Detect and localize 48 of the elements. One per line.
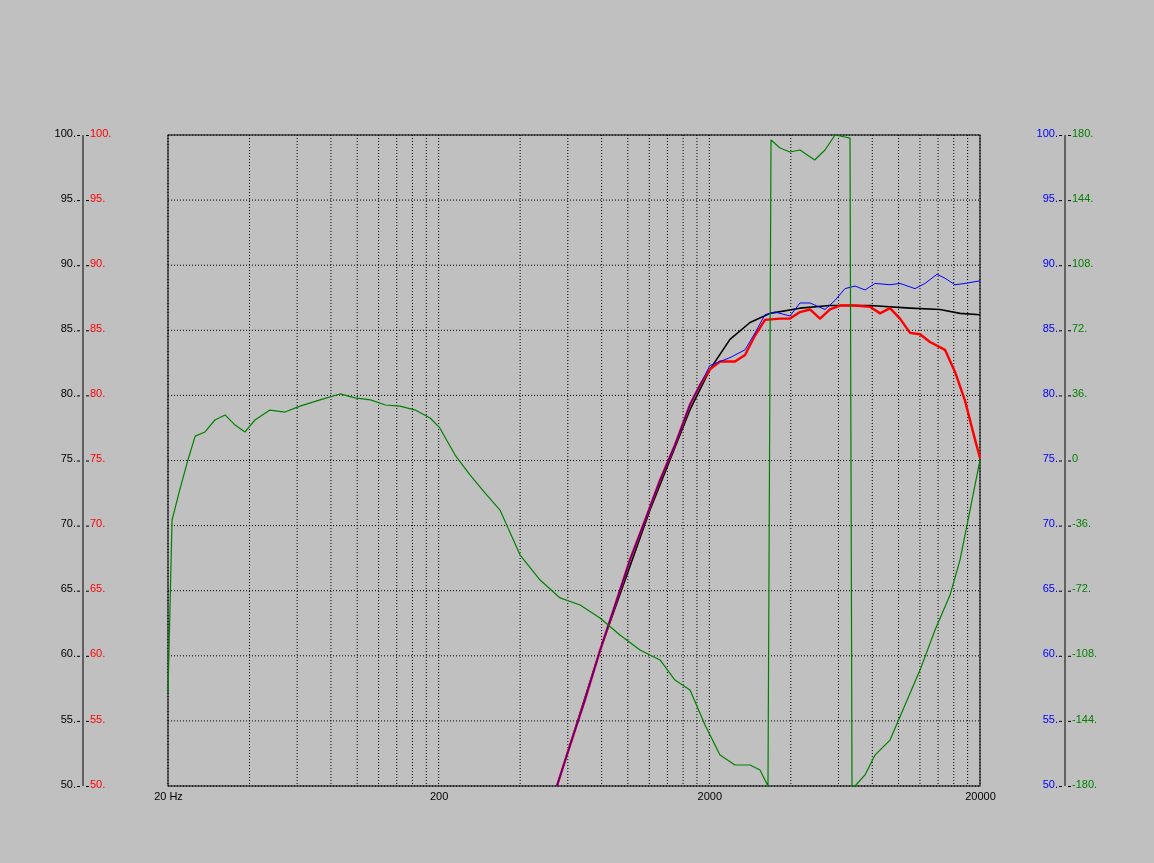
y3-tick-label: 72. [1072, 321, 1088, 334]
y3-tick-label: -36. [1072, 517, 1091, 530]
y2-tick-label: 65. [1042, 582, 1058, 595]
text: 95. [60, 191, 76, 204]
y3-tick-label: -144. [1072, 712, 1098, 725]
text: 85. [60, 321, 76, 334]
y-tick-label: 75. [90, 452, 106, 465]
y3-tick-label: 180. [1072, 126, 1094, 139]
y3-tick-label: -72. [1072, 582, 1091, 595]
y-tick-label: 100. [90, 126, 112, 139]
text: 55. [60, 712, 76, 725]
text: 50. [60, 777, 76, 790]
y-tick-label: 70. [90, 517, 106, 530]
y-tick-label: 55. [90, 712, 106, 725]
text: 90. [60, 256, 76, 269]
y2-tick-label: 55. [1042, 712, 1058, 725]
y2-tick-label: 90. [1042, 256, 1058, 269]
x-tick-label: 200 [429, 789, 449, 802]
y-tick-label: 65. [90, 582, 106, 595]
y-tick-label: 60. [90, 647, 106, 660]
y-tick-label: 90. [90, 256, 106, 269]
y2-tick-label: 100. [1036, 126, 1058, 139]
text: 80. [60, 387, 76, 399]
x-tick-label: 2000 [697, 789, 723, 802]
y-tick-label: 80. [90, 387, 106, 399]
text: 75. [60, 452, 76, 465]
y3-tick-label: 144. [1072, 191, 1094, 204]
y2-tick-label: 85. [1042, 321, 1058, 334]
y2-tick-label: 75. [1042, 452, 1058, 465]
y3-tick-label: 108. [1072, 256, 1094, 269]
y3-tick-label: -108. [1072, 647, 1098, 660]
y2-tick-label: 95. [1042, 191, 1058, 204]
y2-tick-label: 70. [1042, 517, 1058, 530]
text: 100. [54, 126, 76, 139]
y3-tick-label: 36. [1072, 387, 1088, 399]
y-tick-label: 95. [90, 191, 106, 204]
y2-tick-label: 50. [1042, 777, 1058, 790]
text: 65. [60, 582, 76, 595]
x-tick-label: 20000 [965, 789, 996, 802]
y3-tick-label: 0 [1072, 452, 1079, 465]
y-tick-label: 85. [90, 321, 106, 334]
y-tick-label: 50. [90, 777, 106, 790]
x-tick-label: 20 Hz [154, 789, 183, 802]
y2-tick-label: 60. [1042, 647, 1058, 660]
y2-tick-label: 80. [1042, 387, 1058, 399]
text: 60. [60, 647, 76, 660]
y3-tick-label: -180. [1072, 777, 1098, 790]
text: 70. [60, 517, 76, 530]
